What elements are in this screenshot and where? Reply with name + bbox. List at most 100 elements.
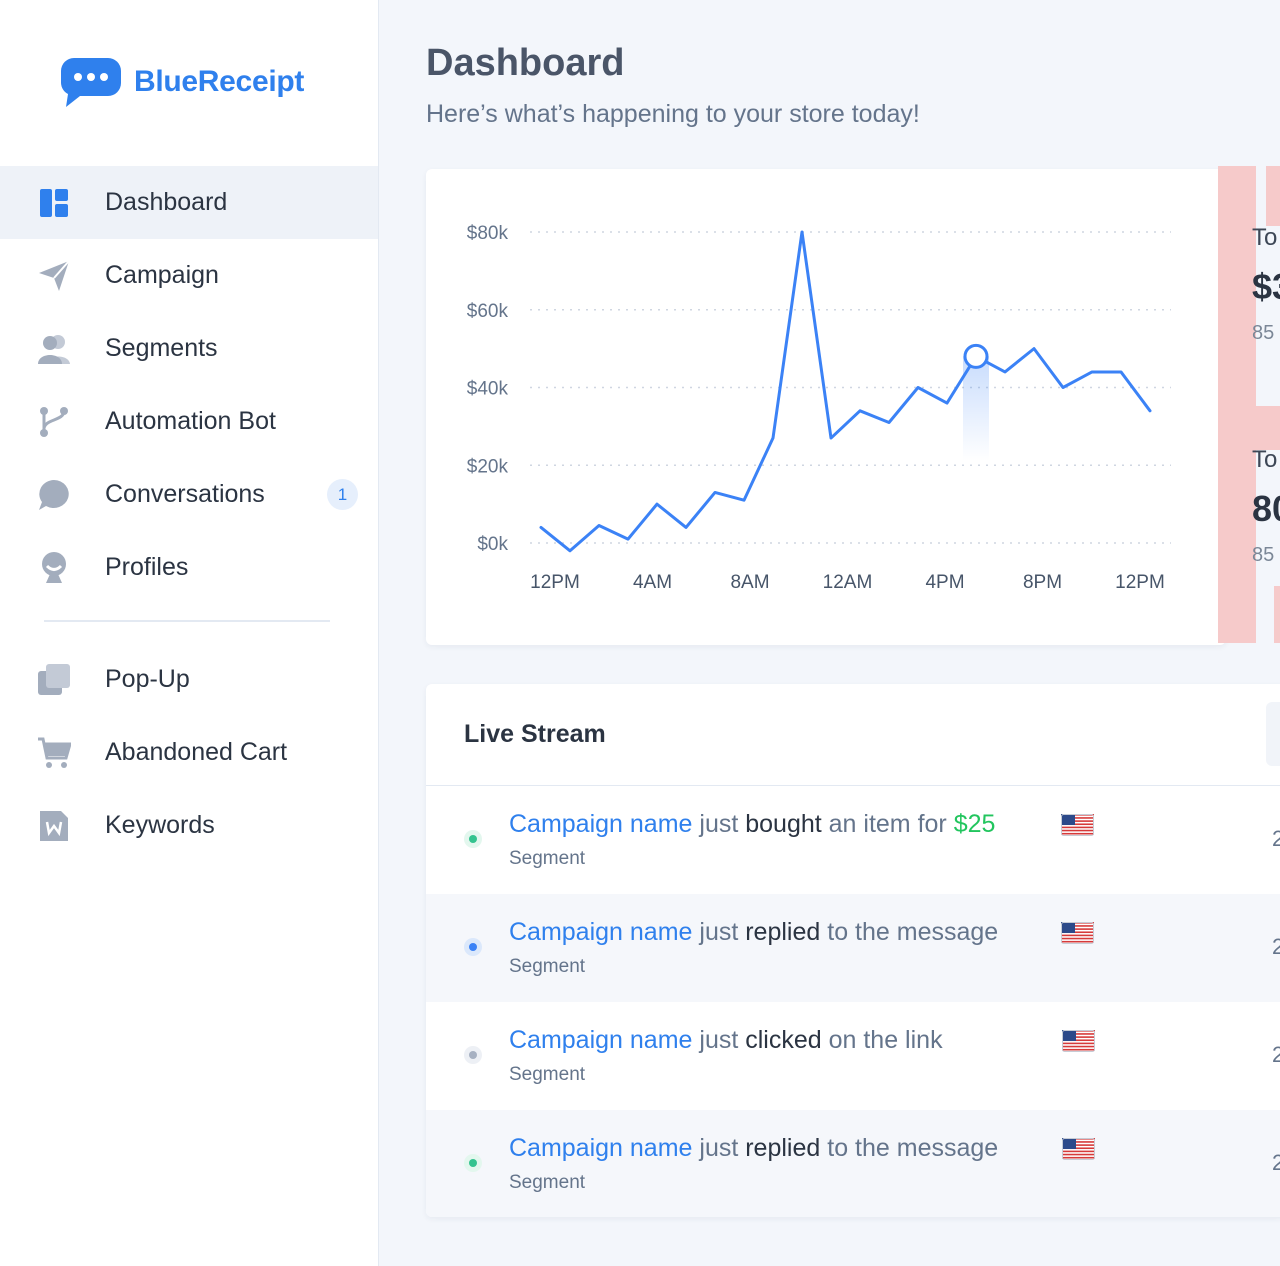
x-tick-label: 12PM: [1115, 572, 1165, 593]
sidebar-item-automation-bot[interactable]: Automation Bot: [0, 385, 378, 458]
status-dot: [464, 1154, 482, 1172]
stats-panel: To $3 85 To 80 85: [1218, 166, 1280, 643]
event-word: just: [692, 1026, 746, 1054]
stat-label: To: [1252, 446, 1278, 473]
stat-value: 80: [1252, 488, 1280, 529]
branch-icon: [37, 405, 71, 439]
live-stream-list: Campaign name just bought an item for $2…: [426, 786, 1280, 1217]
stream-row[interactable]: Campaign name just bought an item for $2…: [426, 786, 1280, 894]
segment-label: Segment: [509, 1172, 586, 1193]
segment-label: Segment: [509, 1064, 586, 1085]
sidebar-item-dashboard[interactable]: Dashboard: [0, 166, 378, 239]
campaign-link[interactable]: Campaign name: [509, 810, 693, 838]
campaign-link[interactable]: Campaign name: [509, 918, 693, 946]
brand-name: BlueReceipt: [134, 65, 305, 98]
y-tick-label: $80k: [467, 223, 509, 244]
stream-row[interactable]: Campaign name just clicked on the link Se…: [426, 1002, 1280, 1110]
sidebar-item-campaign[interactable]: Campaign: [0, 239, 378, 312]
sidebar-item-segments[interactable]: Segments: [0, 312, 378, 385]
us-flag-icon: [1062, 1138, 1095, 1160]
x-tick-label: 12PM: [530, 572, 580, 593]
sidebar-item-profiles[interactable]: Profiles: [0, 531, 378, 604]
profile-icon: [37, 551, 71, 585]
page-subtitle: Here’s what’s happening to your store to…: [426, 100, 920, 128]
line-chart: $80k $60k $40k $20k $0k 12PM 4AM 8AM 12AM 4PM 8PM…: [467, 223, 1171, 593]
series-line: [539, 230, 1152, 553]
stat-label: To: [1252, 224, 1278, 251]
event-time: 2: [1272, 826, 1280, 851]
stream-row[interactable]: Campaign name just replied to the messag…: [426, 1110, 1280, 1217]
event-time: 2: [1272, 934, 1280, 959]
sidebar-item-label: Conversations: [105, 480, 265, 508]
stats-strip: [1266, 166, 1280, 226]
status-dot: [464, 938, 482, 956]
y-tick-label: $0k: [477, 534, 508, 555]
sidebar-item-label: Pop-Up: [105, 665, 190, 693]
event-time: 2: [1272, 1150, 1280, 1175]
event-word: just: [692, 810, 746, 838]
event-rest: an item for: [821, 810, 954, 838]
sidebar-item-pop-up[interactable]: Pop-Up: [0, 643, 378, 716]
sidebar-item-label: Segments: [105, 334, 218, 362]
divider: [426, 785, 1280, 786]
x-tick-label: 4PM: [925, 572, 964, 593]
page-title: Dashboard: [426, 42, 625, 84]
sidebar-divider: [44, 620, 330, 622]
y-tick-label: $40k: [467, 379, 509, 400]
sidebar-item-conversations[interactable]: Conversations 1: [0, 458, 378, 531]
event-text: Campaign name just replied to the messag…: [509, 1134, 998, 1163]
sidebar-item-label: Keywords: [105, 811, 215, 839]
sidebar-nav: Dashboard Campaign Segments Automation B…: [0, 166, 378, 862]
event-rest: to the message: [820, 918, 999, 946]
x-tick-label: 4AM: [633, 572, 672, 593]
segment-label: Segment: [509, 848, 586, 869]
paper-plane-icon: [37, 259, 71, 293]
sidebar-item-label: Automation Bot: [105, 407, 276, 435]
stats-highlight: [1218, 166, 1256, 643]
unread-count-badge: 1: [327, 479, 358, 510]
sidebar-item-label: Campaign: [105, 261, 219, 289]
stat-sub: 85: [1252, 322, 1275, 344]
campaign-link[interactable]: Campaign name: [509, 1026, 693, 1054]
live-stream-card: Live Stream Campaign name just bought an…: [426, 684, 1280, 1217]
sidebar-item-keywords[interactable]: Keywords: [0, 789, 378, 862]
stat-total-revenue: To $3 85: [1252, 224, 1280, 345]
stat-value: $3: [1252, 266, 1280, 307]
live-stream-title: Live Stream: [464, 720, 606, 748]
y-tick-label: $20k: [467, 456, 509, 477]
sidebar-item-label: Abandoned Cart: [105, 738, 288, 766]
sidebar: BlueReceipt Dashboard Campaign Segments …: [0, 0, 379, 1266]
cart-icon: [37, 736, 71, 770]
event-action: clicked: [745, 1026, 822, 1054]
keyword-icon: [37, 809, 71, 843]
event-rest: to the message: [820, 1134, 999, 1162]
event-amount: $25: [953, 810, 996, 838]
x-tick-label: 8AM: [730, 572, 769, 593]
revenue-chart-card: $80k $60k $40k $20k $0k 12PM 4AM 8AM 12AM 4PM 8PM…: [426, 169, 1226, 645]
brand[interactable]: BlueReceipt: [60, 56, 304, 108]
dashboard-icon: [37, 186, 71, 220]
users-icon: [37, 332, 71, 366]
x-tick-label: 8PM: [1023, 572, 1062, 593]
filter-tab[interactable]: [1266, 702, 1280, 766]
stat-total-orders: To 80 85: [1252, 446, 1280, 567]
us-flag-icon: [1062, 1030, 1095, 1052]
highlight-band: [963, 356, 989, 461]
event-time: 2: [1272, 1042, 1280, 1067]
sidebar-item-abandoned-cart[interactable]: Abandoned Cart: [0, 716, 378, 789]
chat-logo-icon: [60, 56, 122, 108]
sidebar-item-label: Profiles: [105, 553, 189, 581]
event-text: Campaign name just clicked on the link: [509, 1026, 943, 1055]
status-dot: [464, 1046, 482, 1064]
x-tick-label: 12AM: [823, 572, 873, 593]
stream-row[interactable]: Campaign name just replied to the messag…: [426, 894, 1280, 1002]
sidebar-item-label: Dashboard: [105, 188, 228, 216]
us-flag-icon: [1061, 814, 1094, 836]
event-rest: on the link: [821, 1026, 943, 1054]
highlight-point[interactable]: [963, 343, 989, 369]
event-text: Campaign name just replied to the messag…: [509, 918, 998, 947]
event-action: bought: [745, 810, 822, 838]
campaign-link[interactable]: Campaign name: [509, 1134, 693, 1162]
chat-bubble-icon: [37, 478, 71, 512]
stats-strip: [1244, 406, 1280, 450]
